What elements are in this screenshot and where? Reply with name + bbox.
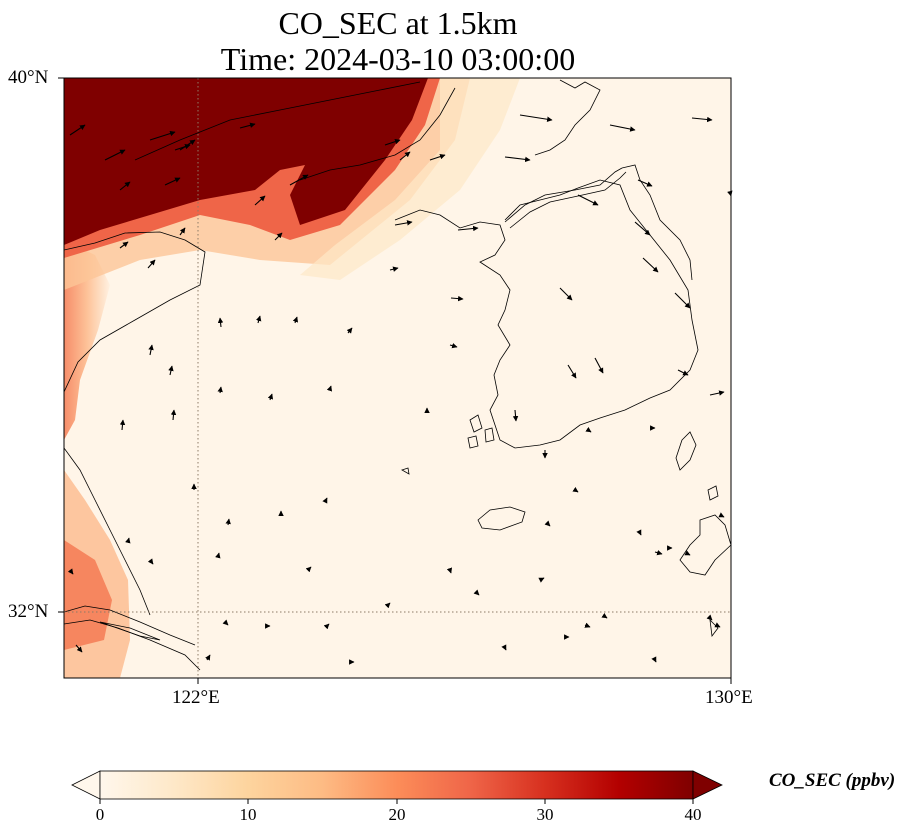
wind-arrow — [215, 552, 221, 559]
wind-arrow — [544, 520, 551, 527]
wind-arrow — [399, 151, 411, 161]
wind-arrow — [559, 287, 573, 301]
wind-arrow — [326, 385, 333, 392]
wind-arrow — [384, 602, 391, 609]
wind-arrow — [119, 419, 126, 431]
wind-vectors — [67, 114, 733, 665]
wind-arrow — [168, 365, 174, 376]
wind-arrow — [164, 177, 181, 186]
wind-arrow — [429, 153, 446, 161]
wind-arrow — [179, 139, 196, 151]
wind-arrow — [457, 225, 479, 232]
wind-arrow — [239, 122, 256, 129]
wind-arrow — [394, 220, 413, 226]
map-title: CO_SEC at 1.5km — [278, 5, 518, 41]
wind-arrow — [274, 232, 283, 241]
colorbar-tick-label: 10 — [239, 805, 257, 824]
wind-arrow — [684, 550, 691, 556]
lat-tick-40n: 40°N — [8, 67, 49, 88]
wind-arrow — [519, 114, 553, 122]
coastlines — [64, 79, 731, 671]
colorbar-gradient — [99, 770, 694, 800]
wind-arrow — [651, 656, 657, 663]
wind-arrow — [174, 143, 191, 151]
colorbar-label: CO_SEC (ppbv) — [769, 770, 896, 791]
wind-arrow — [637, 179, 653, 187]
lat-tick-32n: 32°N — [8, 601, 49, 622]
wind-arrow — [217, 317, 224, 328]
wind-arrow — [584, 622, 591, 628]
lon-tick-122e: 122°E — [172, 687, 220, 708]
wind-arrow — [601, 612, 608, 619]
wind-arrow — [473, 589, 480, 596]
wind-arrow — [714, 622, 721, 628]
colorbar-extend-min — [71, 770, 101, 800]
wind-arrow — [205, 654, 211, 661]
colorbar-extend-max — [692, 770, 723, 800]
concentration-field — [64, 78, 731, 678]
wind-arrow — [634, 221, 651, 236]
wind-arrow — [255, 315, 262, 324]
wind-arrow — [119, 181, 131, 191]
wind-arrow — [170, 409, 177, 421]
wind-arrow — [567, 364, 577, 379]
wind-arrow — [449, 342, 458, 349]
wind-arrow — [75, 644, 83, 653]
wind-arrow — [691, 116, 713, 123]
wind-arrow — [389, 266, 399, 272]
wind-arrow — [718, 512, 725, 518]
wind-arrow — [577, 194, 599, 206]
axis-tick-marks — [58, 77, 732, 684]
wind-arrow — [292, 316, 299, 324]
wind-arrow — [501, 644, 507, 651]
wind-arrow — [450, 295, 464, 302]
wind-arrow — [572, 486, 579, 493]
wind-arrow — [654, 549, 663, 556]
wind-arrow — [217, 386, 223, 394]
wind-arrow — [222, 619, 229, 626]
wind-arrow — [512, 409, 519, 422]
wind-arrow — [709, 390, 725, 396]
colorbar — [71, 770, 723, 804]
colorbar-tick-label: 20 — [388, 805, 406, 824]
colorbar-tick-label: 40 — [684, 805, 702, 824]
wind-arrow — [674, 292, 691, 309]
wind-arrow — [346, 327, 353, 334]
wind-arrow — [504, 156, 531, 163]
wind-arrow — [677, 369, 689, 376]
wind-arrow — [125, 537, 131, 544]
lon-tick-130e: 130°E — [705, 687, 753, 708]
wind-arrow — [384, 138, 401, 146]
wind-arrow — [69, 124, 86, 136]
wind-arrow — [636, 529, 642, 536]
wind-arrow — [149, 130, 176, 141]
colorbar-tick-label: 0 — [95, 805, 105, 824]
wind-arrow — [67, 568, 74, 575]
wind-arrow — [148, 344, 154, 356]
wind-arrow — [322, 497, 328, 504]
wind-arrow — [609, 124, 636, 132]
wind-arrow — [254, 195, 266, 206]
wind-arrow — [104, 149, 126, 161]
wind-arrow — [267, 393, 274, 401]
wind-arrow — [594, 357, 604, 374]
wind-arrow — [585, 426, 592, 433]
map-subtitle-time: Time: 2024-03-10 03:00:00 — [220, 41, 576, 77]
graticule — [64, 78, 731, 678]
wind-arrow — [446, 567, 453, 574]
map-frame — [63, 77, 732, 679]
wind-arrow — [147, 259, 156, 269]
wind-arrow — [642, 257, 659, 273]
wind-arrow — [706, 614, 713, 621]
wind-arrow — [225, 518, 231, 526]
colorbar-tick-label: 30 — [536, 805, 554, 824]
wind-arrow — [119, 241, 129, 249]
wind-arrow — [305, 566, 312, 573]
wind-arrow — [147, 558, 154, 565]
wind-arrow — [323, 623, 330, 630]
wind-arrow — [538, 577, 545, 583]
wind-arrow — [289, 174, 309, 186]
wind-arrow — [179, 227, 186, 236]
